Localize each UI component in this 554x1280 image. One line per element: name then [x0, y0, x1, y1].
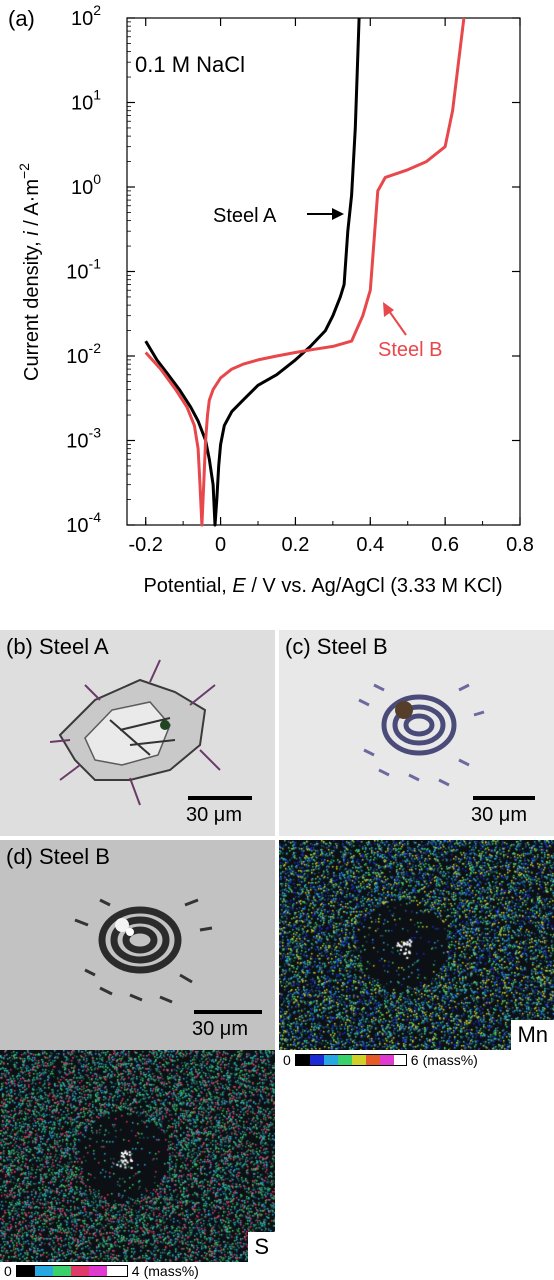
mn-map-label: Mn	[511, 1020, 554, 1050]
pit-image-c	[358, 683, 485, 787]
s-cbar-min: 0	[4, 1263, 12, 1279]
pit-image-d	[74, 898, 213, 1004]
y-axis-label: Current density, i / A·m−2	[16, 163, 43, 381]
eds-map-mn: Mn	[279, 840, 554, 1050]
s-map-label: S	[248, 1232, 275, 1262]
series-label-steel-b: Steel B	[378, 339, 442, 361]
s-cbar-max: 4	[131, 1263, 140, 1279]
panel-b-label: (b) Steel A	[6, 634, 109, 659]
s-colorbar: 0 4 (mass%)	[4, 1263, 199, 1279]
mn-cbar-unit: (mass%)	[422, 1052, 478, 1068]
scale-bar-c	[473, 796, 535, 800]
scale-label-c: 30 μm	[471, 804, 527, 826]
y-tick-label: 102	[71, 2, 101, 30]
eds-map-s: S	[0, 1050, 275, 1262]
panel-d-label: (d) Steel B	[6, 844, 110, 869]
x-tick-label: 0.2	[282, 534, 310, 556]
x-tick-label: -0.2	[128, 534, 162, 556]
series-line-steel-b	[144, 17, 466, 527]
s-cbar-gradient	[15, 1265, 128, 1277]
micrograph-c-steel-b: (c) Steel B 30 μm	[279, 630, 554, 836]
x-tick-label: 0	[215, 534, 226, 556]
plot-frame	[126, 17, 521, 526]
s-cbar-unit: (mass%)	[143, 1263, 199, 1279]
x-tick-label: 0.8	[506, 534, 534, 556]
series-line-steel-a	[144, 17, 361, 527]
panel-c-label: (c) Steel B	[285, 634, 388, 659]
scale-bar-d	[194, 1010, 262, 1014]
y-tick-label: 101	[71, 87, 101, 115]
y-tick-label: 10-3	[66, 425, 101, 453]
s-map-canvas	[0, 1050, 275, 1262]
mn-cbar-gradient	[294, 1054, 407, 1066]
y-tick-label: 10-1	[66, 256, 101, 284]
y-tick-label: 100	[71, 171, 101, 199]
chart-panel-a: -0.2 0 0.2 0.4 0.6 0.8 102 101 100 10-1 10-2 10-3 10…	[0, 0, 554, 610]
x-tick-label: 0.6	[431, 534, 459, 556]
steel-b-arrowhead	[383, 302, 394, 317]
x-tick-label: 0.4	[356, 534, 384, 556]
scale-label-b: 30 μm	[186, 804, 242, 826]
scale-label-d: 30 μm	[192, 1018, 248, 1040]
micrograph-b-steel-a: (b) Steel A 30 μm	[0, 630, 275, 836]
mn-cbar-min: 0	[283, 1052, 291, 1068]
mn-colorbar: 0 6 (mass%)	[283, 1052, 478, 1068]
panel-a-label: (a)	[8, 6, 35, 31]
polarization-chart: -0.2 0 0.2 0.4 0.6 0.8 102 101 100 10-1 10-2 10-3 10…	[8, 2, 534, 597]
steel-a-arrowhead	[332, 208, 344, 220]
y-tick-label: 10-4	[66, 509, 101, 537]
mn-cbar-max: 6	[410, 1052, 419, 1068]
x-axis-label: Potential, E / V vs. Ag/AgCl (3.33 M KCl…	[143, 575, 502, 597]
series-label-steel-a: Steel A	[213, 205, 277, 227]
sem-d-steel-b: (d) Steel B 30 μm	[0, 840, 275, 1050]
mn-map-canvas	[279, 840, 554, 1050]
y-tick-label: 10-2	[66, 340, 101, 368]
scale-bar-b	[188, 796, 252, 800]
pit-image-b	[49, 659, 221, 806]
electrolyte-annotation: 0.1 M NaCl	[135, 52, 245, 77]
